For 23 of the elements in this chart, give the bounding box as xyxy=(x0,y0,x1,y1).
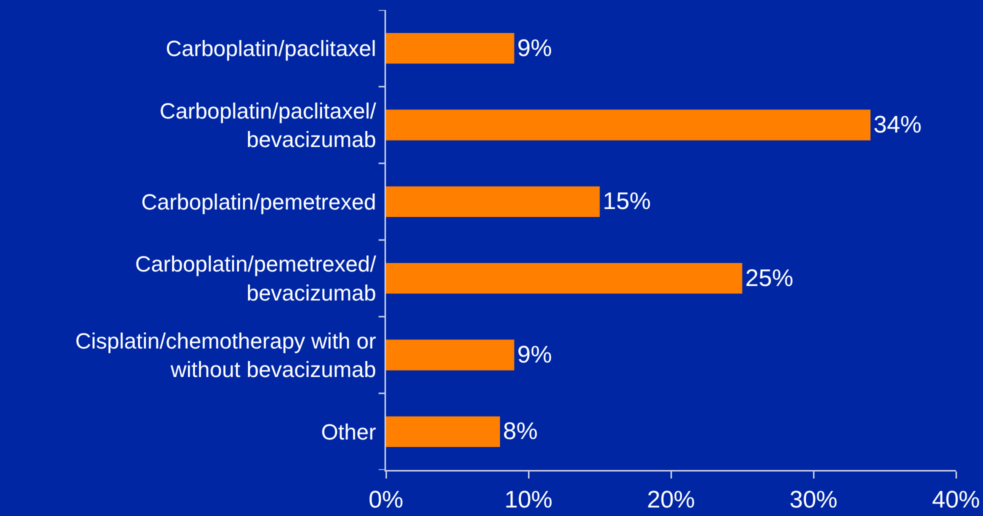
bar xyxy=(386,186,600,217)
x-tick-label: 10% xyxy=(504,486,553,514)
y-tick-label: Carboplatin/paclitaxel/ bevacizumab xyxy=(160,98,377,152)
bar xyxy=(386,33,514,64)
data-label: 8% xyxy=(503,418,538,446)
bar xyxy=(386,110,870,140)
data-label: 34% xyxy=(874,112,922,138)
data-label: 25% xyxy=(745,264,794,292)
y-tick-label: Other xyxy=(321,419,376,444)
y-tick-label: Carboplatin/paclitaxel xyxy=(166,36,376,62)
bar xyxy=(386,263,742,294)
y-tick-label: Cisplatin/chemotherapy with or without bevacizumab xyxy=(75,328,376,382)
data-label: 15% xyxy=(602,188,651,216)
y-tick-label: Carboplatin/pemetrexed/ bevacizumab xyxy=(135,252,377,306)
x-tick-label: 0% xyxy=(368,486,404,514)
data-label: 9% xyxy=(517,34,552,62)
bar xyxy=(386,340,514,370)
bar xyxy=(386,416,500,447)
y-tick-label: Carboplatin/pemetrexed xyxy=(141,189,376,214)
data-label: 9% xyxy=(517,342,552,368)
x-tick-label: 40% xyxy=(932,486,980,514)
x-tick-label: 30% xyxy=(789,486,838,514)
x-tick-label: 20% xyxy=(646,486,696,514)
